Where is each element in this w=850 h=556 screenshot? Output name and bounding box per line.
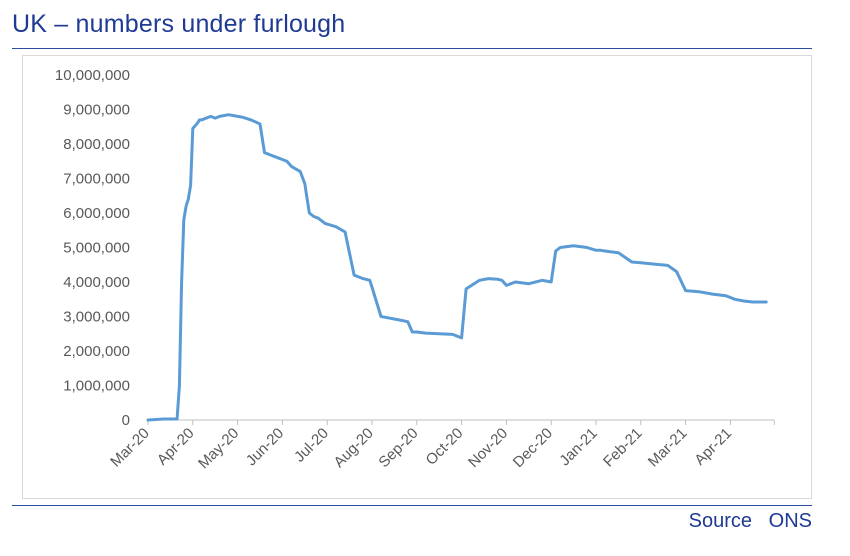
x-tick-label: Apr-21 bbox=[691, 425, 735, 469]
y-tick-label: 3,000,000 bbox=[63, 309, 130, 326]
y-tick-label: 4,000,000 bbox=[63, 274, 130, 291]
y-tick-label: 6,000,000 bbox=[63, 205, 130, 222]
chart-frame bbox=[22, 55, 812, 499]
y-tick-label: 10,000,000 bbox=[55, 67, 130, 84]
x-tick-label: Dec-20 bbox=[510, 425, 556, 471]
y-tick-label: 0 bbox=[122, 412, 130, 429]
x-tick-label: Jul-20 bbox=[291, 425, 332, 466]
footer-divider bbox=[12, 505, 812, 506]
series-line-furlough bbox=[146, 113, 768, 422]
x-tick-label: Oct-20 bbox=[423, 425, 467, 469]
x-tick-label: Apr-20 bbox=[154, 425, 198, 469]
y-tick-label: 8,000,000 bbox=[63, 136, 130, 153]
y-tick-label: 1,000,000 bbox=[63, 378, 130, 395]
y-tick-label: 9,000,000 bbox=[63, 102, 130, 119]
y-tick-label: 7,000,000 bbox=[63, 171, 130, 188]
x-tick-label: Mar-20 bbox=[107, 425, 153, 471]
x-tick-label: Aug-20 bbox=[331, 425, 377, 471]
y-tick-label: 5,000,000 bbox=[63, 240, 130, 257]
x-tick-label: Nov-20 bbox=[465, 425, 511, 471]
x-tick-label: Jan-21 bbox=[556, 425, 600, 469]
y-axis: 0 1,000,000 2,000,000 3,000,000 4,000,000 5,0… bbox=[55, 67, 130, 429]
title-divider bbox=[12, 48, 812, 49]
y-tick-label: 2,000,000 bbox=[63, 343, 130, 360]
x-tick-label: Sep-20 bbox=[375, 425, 421, 471]
x-tick-label: Mar-21 bbox=[645, 425, 691, 471]
series-group bbox=[146, 113, 768, 422]
x-tick-label: Feb-21 bbox=[600, 425, 646, 471]
source-note: Source ONS bbox=[688, 510, 812, 532]
chart-title: UK – numbers under furlough bbox=[12, 10, 346, 38]
x-tick-label: Jun-20 bbox=[243, 425, 287, 469]
x-tick-label: May-20 bbox=[195, 425, 242, 472]
